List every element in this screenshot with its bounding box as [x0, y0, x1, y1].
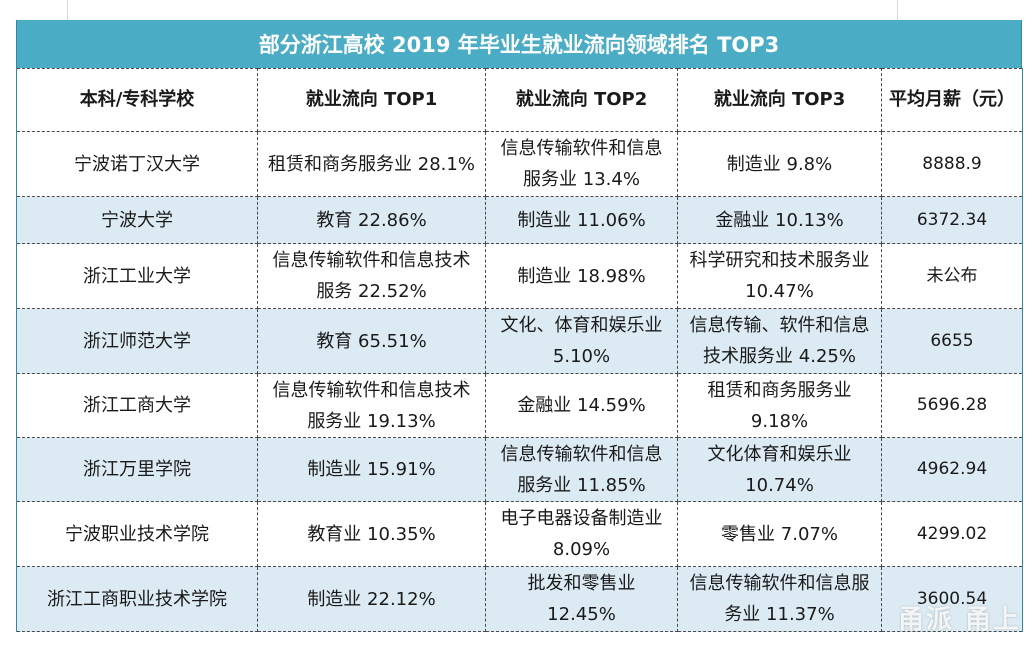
- top1-cell: 教育业 10.35%: [257, 501, 486, 567]
- top1-cell: 租赁和商务服务业 28.1%: [257, 131, 486, 197]
- header-top1: 就业流向 TOP1: [257, 68, 486, 132]
- school-cell: 浙江工商大学: [16, 373, 258, 438]
- top3-cell: 信息传输、软件和信息技术服务业 4.25%: [677, 308, 882, 374]
- top2-cell: 文化、体育和娱乐业 5.10%: [485, 308, 678, 374]
- table-row: 浙江工商职业技术学院 制造业 22.12% 批发和零售业 12.45% 信息传输…: [16, 566, 1023, 632]
- top3-cell: 制造业 9.8%: [677, 131, 882, 197]
- school-cell: 宁波大学: [16, 196, 258, 244]
- top2-cell: 电子电器设备制造业 8.09%: [485, 501, 678, 567]
- top2-cell: 制造业 11.06%: [485, 196, 678, 244]
- table-row: 宁波职业技术学院 教育业 10.35% 电子电器设备制造业 8.09% 零售业 …: [16, 501, 1023, 567]
- top1-cell: 信息传输软件和信息技术服务业 19.13%: [257, 373, 486, 438]
- salary-cell: 6372.34: [881, 196, 1023, 244]
- header-salary: 平均月薪（元）: [881, 68, 1023, 132]
- top1-cell: 教育 22.86%: [257, 196, 486, 244]
- school-cell: 宁波职业技术学院: [16, 501, 258, 567]
- top1-cell: 制造业 22.12%: [257, 566, 486, 632]
- top2-cell: 信息传输软件和信息服务业 13.4%: [485, 131, 678, 197]
- top2-cell: 批发和零售业 12.45%: [485, 566, 678, 632]
- top1-cell: 制造业 15.91%: [257, 437, 486, 502]
- top1-cell: 信息传输软件和信息技术服务 22.52%: [257, 243, 486, 309]
- employment-table: 本科/专科学校 就业流向 TOP1 就业流向 TOP2 就业流向 TOP3 平均…: [16, 68, 1023, 632]
- salary-cell: 5696.28: [881, 373, 1023, 438]
- salary-cell: 8888.9: [881, 131, 1023, 197]
- salary-cell: 3600.54: [881, 566, 1023, 632]
- sheet-gridline: [67, 0, 68, 20]
- top3-cell: 科学研究和技术服务业 10.47%: [677, 243, 882, 309]
- top2-cell: 金融业 14.59%: [485, 373, 678, 438]
- header-row: 本科/专科学校 就业流向 TOP1 就业流向 TOP2 就业流向 TOP3 平均…: [16, 68, 1023, 132]
- top2-cell: 制造业 18.98%: [485, 243, 678, 309]
- header-top3: 就业流向 TOP3: [677, 68, 882, 132]
- top2-cell: 信息传输软件和信息服务业 11.85%: [485, 437, 678, 502]
- top3-cell: 零售业 7.07%: [677, 501, 882, 567]
- table-title: 部分浙江高校 2019 年毕业生就业流向领域排名 TOP3: [16, 20, 1022, 68]
- header-school: 本科/专科学校: [16, 68, 258, 132]
- table-row: 宁波诺丁汉大学 租赁和商务服务业 28.1% 信息传输软件和信息服务业 13.4…: [16, 131, 1023, 197]
- table-row: 浙江工业大学 信息传输软件和信息技术服务 22.52% 制造业 18.98% 科…: [16, 243, 1023, 309]
- top3-cell: 文化体育和娱乐业 10.74%: [677, 437, 882, 502]
- top3-cell: 租赁和商务服务业 9.18%: [677, 373, 882, 438]
- table-row: 宁波大学 教育 22.86% 制造业 11.06% 金融业 10.13% 637…: [16, 196, 1023, 244]
- table-row: 浙江师范大学 教育 65.51% 文化、体育和娱乐业 5.10% 信息传输、软件…: [16, 308, 1023, 374]
- top3-cell: 金融业 10.13%: [677, 196, 882, 244]
- school-cell: 宁波诺丁汉大学: [16, 131, 258, 197]
- salary-cell: 4962.94: [881, 437, 1023, 502]
- header-top2: 就业流向 TOP2: [485, 68, 678, 132]
- sheet-gridline: [897, 0, 898, 20]
- school-cell: 浙江万里学院: [16, 437, 258, 502]
- table-row: 浙江万里学院 制造业 15.91% 信息传输软件和信息服务业 11.85% 文化…: [16, 437, 1023, 502]
- school-cell: 浙江师范大学: [16, 308, 258, 374]
- top1-cell: 教育 65.51%: [257, 308, 486, 374]
- school-cell: 浙江工商职业技术学院: [16, 566, 258, 632]
- school-cell: 浙江工业大学: [16, 243, 258, 309]
- salary-cell: 4299.02: [881, 501, 1023, 567]
- table-row: 浙江工商大学 信息传输软件和信息技术服务业 19.13% 金融业 14.59% …: [16, 373, 1023, 438]
- top3-cell: 信息传输软件和信息服务业 11.37%: [677, 566, 882, 632]
- salary-cell: 6655: [881, 308, 1023, 374]
- salary-cell: 未公布: [881, 243, 1023, 309]
